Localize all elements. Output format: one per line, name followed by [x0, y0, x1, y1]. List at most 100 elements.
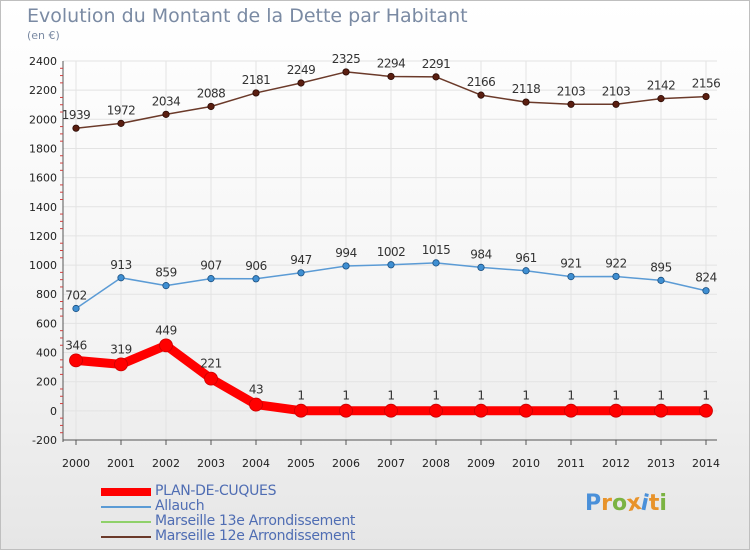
data-point	[72, 124, 80, 132]
data-point	[114, 357, 128, 372]
data-label: 2142	[647, 79, 676, 93]
data-point	[387, 261, 395, 269]
data-point	[207, 102, 215, 111]
x-tick-label: 2000	[62, 457, 90, 470]
y-tick-label: 1000	[29, 259, 57, 272]
data-label: 1	[612, 389, 619, 403]
chart-subtitle: (en €)	[27, 29, 60, 42]
y-tick-label: 1600	[29, 172, 57, 185]
data-label: 2291	[422, 57, 451, 71]
data-label: 1	[657, 389, 664, 403]
logo-letter: i	[659, 491, 667, 516]
x-tick-label: 2006	[332, 457, 360, 470]
data-point	[294, 403, 308, 418]
data-label: 2103	[602, 84, 631, 98]
data-point	[654, 403, 668, 418]
y-tick-label: 1400	[29, 201, 57, 214]
y-tick-label: 600	[36, 317, 57, 330]
logo-letter: r	[601, 491, 612, 516]
logo-letter: o	[611, 491, 628, 516]
data-label: 1	[432, 389, 439, 403]
data-point	[162, 282, 170, 290]
x-tick-label: 2001	[107, 457, 135, 470]
data-label: 2118	[512, 82, 541, 96]
data-point	[117, 274, 125, 282]
data-point	[609, 403, 623, 418]
data-label: 907	[200, 259, 221, 273]
data-label: 2088	[197, 86, 226, 100]
logo-letter: t	[648, 491, 660, 516]
y-tick-label: -200	[32, 434, 57, 447]
data-label: 913	[110, 258, 131, 272]
x-tick-label: 2012	[602, 457, 630, 470]
x-tick-label: 2013	[647, 457, 675, 470]
data-point	[657, 95, 665, 103]
data-point	[69, 353, 83, 368]
data-label: 859	[155, 266, 176, 280]
data-point	[72, 304, 80, 313]
y-tick-label: 400	[36, 347, 57, 360]
legend-label: Marseille 12e Arrondissement	[155, 528, 356, 544]
data-point	[474, 403, 488, 418]
data-point	[384, 403, 398, 418]
data-point	[432, 259, 440, 267]
y-tick-label: 2000	[29, 113, 57, 126]
y-tick-label: 0	[50, 405, 57, 418]
data-label: 1	[522, 389, 529, 403]
data-point	[252, 89, 260, 97]
data-point	[612, 272, 620, 281]
data-point	[207, 275, 215, 283]
legend-swatch	[101, 521, 151, 523]
data-point	[519, 403, 533, 418]
legend-swatch	[101, 506, 151, 508]
data-point	[657, 276, 665, 284]
data-point	[159, 338, 173, 353]
logo-letter: P	[585, 491, 602, 516]
data-label: 947	[290, 253, 311, 267]
data-point	[339, 403, 353, 418]
data-label: 1002	[377, 245, 406, 259]
data-label: 1015	[422, 243, 451, 257]
data-label: 1	[567, 389, 574, 403]
data-point	[342, 262, 350, 270]
data-point	[699, 403, 713, 418]
data-label: 2034	[152, 94, 181, 108]
legend-label: PLAN-DE-CUQUES	[155, 483, 277, 499]
data-point	[564, 403, 578, 418]
data-label: 319	[110, 342, 131, 356]
data-point	[567, 272, 575, 281]
data-label: 906	[245, 259, 266, 273]
data-point	[702, 287, 710, 295]
data-label: 1939	[62, 108, 91, 122]
data-label: 1	[342, 389, 349, 403]
x-tick-label: 2011	[557, 457, 585, 470]
data-label: 824	[695, 271, 716, 285]
data-point	[477, 91, 485, 99]
data-label: 702	[65, 289, 86, 303]
data-point	[522, 98, 530, 106]
data-label: 921	[560, 257, 581, 271]
data-point	[249, 397, 263, 412]
data-point	[252, 275, 260, 283]
y-tick-label: 800	[36, 288, 57, 301]
data-label: 43	[249, 383, 263, 397]
x-tick-label: 2003	[197, 457, 225, 470]
data-label: 1	[387, 389, 394, 403]
legend-swatch	[101, 536, 151, 538]
data-label: 984	[470, 247, 491, 261]
x-tick-label: 2009	[467, 457, 495, 470]
y-tick-label: 1800	[29, 142, 57, 155]
data-label: 1	[477, 389, 484, 403]
data-label: 1972	[107, 103, 136, 117]
chart-title: Evolution du Montant de la Dette par Hab…	[27, 5, 468, 27]
data-label: 994	[335, 246, 356, 260]
y-tick-label: 200	[36, 376, 57, 389]
data-label: 961	[515, 251, 536, 265]
x-tick-label: 2005	[287, 457, 315, 470]
data-label: 1	[702, 389, 709, 403]
data-point	[612, 100, 620, 108]
data-point	[117, 119, 125, 127]
x-tick-label: 2010	[512, 457, 540, 470]
data-label: 2166	[467, 75, 496, 89]
